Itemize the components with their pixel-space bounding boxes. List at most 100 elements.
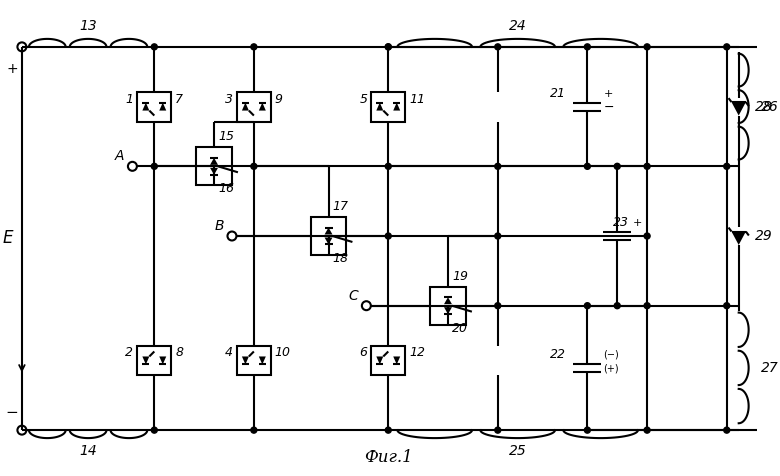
Bar (137, 346, 172, 376)
Bar (310, 217, 346, 255)
Text: 24: 24 (509, 19, 526, 33)
Text: 13: 13 (80, 19, 97, 33)
Text: 29: 29 (754, 229, 772, 243)
Circle shape (151, 163, 158, 169)
Polygon shape (210, 168, 218, 175)
Text: 25: 25 (509, 444, 526, 458)
Polygon shape (393, 357, 400, 365)
Polygon shape (393, 103, 400, 110)
Text: (−): (−) (603, 350, 619, 360)
Polygon shape (259, 357, 266, 365)
Text: 9: 9 (275, 93, 283, 106)
Circle shape (724, 303, 730, 308)
Text: 8: 8 (176, 347, 183, 359)
Text: 11: 11 (410, 93, 425, 106)
Circle shape (151, 427, 158, 433)
Text: 4: 4 (225, 347, 233, 359)
Text: 17: 17 (332, 200, 349, 213)
Circle shape (644, 427, 650, 433)
Bar (137, 92, 172, 121)
Polygon shape (210, 158, 218, 165)
Bar (196, 148, 232, 185)
Circle shape (724, 427, 730, 433)
Text: 2: 2 (126, 347, 133, 359)
Polygon shape (143, 103, 149, 110)
Text: 26: 26 (760, 99, 778, 114)
Circle shape (495, 163, 501, 169)
Text: 5: 5 (360, 93, 367, 106)
Text: +: + (6, 62, 18, 76)
Circle shape (644, 163, 650, 169)
Polygon shape (242, 357, 249, 365)
Text: 23: 23 (613, 216, 629, 229)
Polygon shape (444, 307, 452, 314)
Circle shape (584, 303, 590, 308)
Circle shape (385, 427, 392, 433)
Circle shape (644, 303, 650, 308)
Circle shape (495, 233, 501, 239)
Circle shape (495, 44, 501, 50)
Circle shape (495, 303, 501, 308)
Circle shape (644, 233, 650, 239)
Polygon shape (259, 103, 266, 110)
Polygon shape (324, 228, 332, 235)
Text: −: − (603, 100, 614, 114)
Text: B: B (215, 219, 224, 233)
Text: 20: 20 (452, 322, 468, 335)
Text: 10: 10 (275, 347, 291, 359)
Text: +: + (633, 218, 643, 228)
Circle shape (495, 427, 501, 433)
Circle shape (251, 163, 257, 169)
Circle shape (614, 303, 620, 308)
Circle shape (584, 44, 590, 50)
Text: 18: 18 (332, 252, 349, 265)
Text: 1: 1 (126, 93, 133, 106)
Circle shape (385, 44, 392, 50)
Bar (430, 287, 466, 325)
Text: 28: 28 (754, 99, 772, 114)
Circle shape (385, 233, 392, 239)
Circle shape (724, 163, 730, 169)
Polygon shape (324, 238, 332, 245)
Circle shape (385, 44, 392, 50)
Text: −: − (5, 405, 18, 420)
Text: 12: 12 (410, 347, 425, 359)
Polygon shape (732, 102, 746, 116)
Polygon shape (159, 357, 166, 365)
Text: E: E (2, 229, 13, 248)
Text: 27: 27 (760, 361, 778, 375)
Text: 15: 15 (218, 130, 234, 143)
Text: Фиг.1: Фиг.1 (364, 448, 413, 466)
Circle shape (724, 44, 730, 50)
Text: +: + (603, 89, 612, 99)
Circle shape (385, 163, 392, 169)
Bar (237, 92, 271, 121)
Circle shape (644, 44, 650, 50)
Bar (371, 346, 405, 376)
Circle shape (251, 427, 257, 433)
Bar (371, 92, 405, 121)
Text: (+): (+) (603, 364, 619, 374)
Polygon shape (444, 297, 452, 304)
Text: 14: 14 (80, 444, 97, 458)
Circle shape (584, 163, 590, 169)
Polygon shape (159, 103, 166, 110)
Polygon shape (732, 231, 746, 245)
Text: 3: 3 (225, 93, 233, 106)
Text: A: A (115, 149, 125, 163)
Circle shape (614, 163, 620, 169)
Text: 19: 19 (452, 270, 468, 283)
Polygon shape (376, 357, 383, 365)
Circle shape (584, 427, 590, 433)
Text: −: − (633, 230, 643, 243)
Text: 21: 21 (549, 87, 566, 99)
Text: 22: 22 (549, 348, 566, 361)
Text: 16: 16 (218, 182, 234, 195)
Polygon shape (143, 357, 149, 365)
Circle shape (251, 44, 257, 50)
Circle shape (151, 44, 158, 50)
Text: C: C (349, 289, 358, 303)
Text: 6: 6 (360, 347, 367, 359)
Bar (237, 346, 271, 376)
Polygon shape (242, 103, 249, 110)
